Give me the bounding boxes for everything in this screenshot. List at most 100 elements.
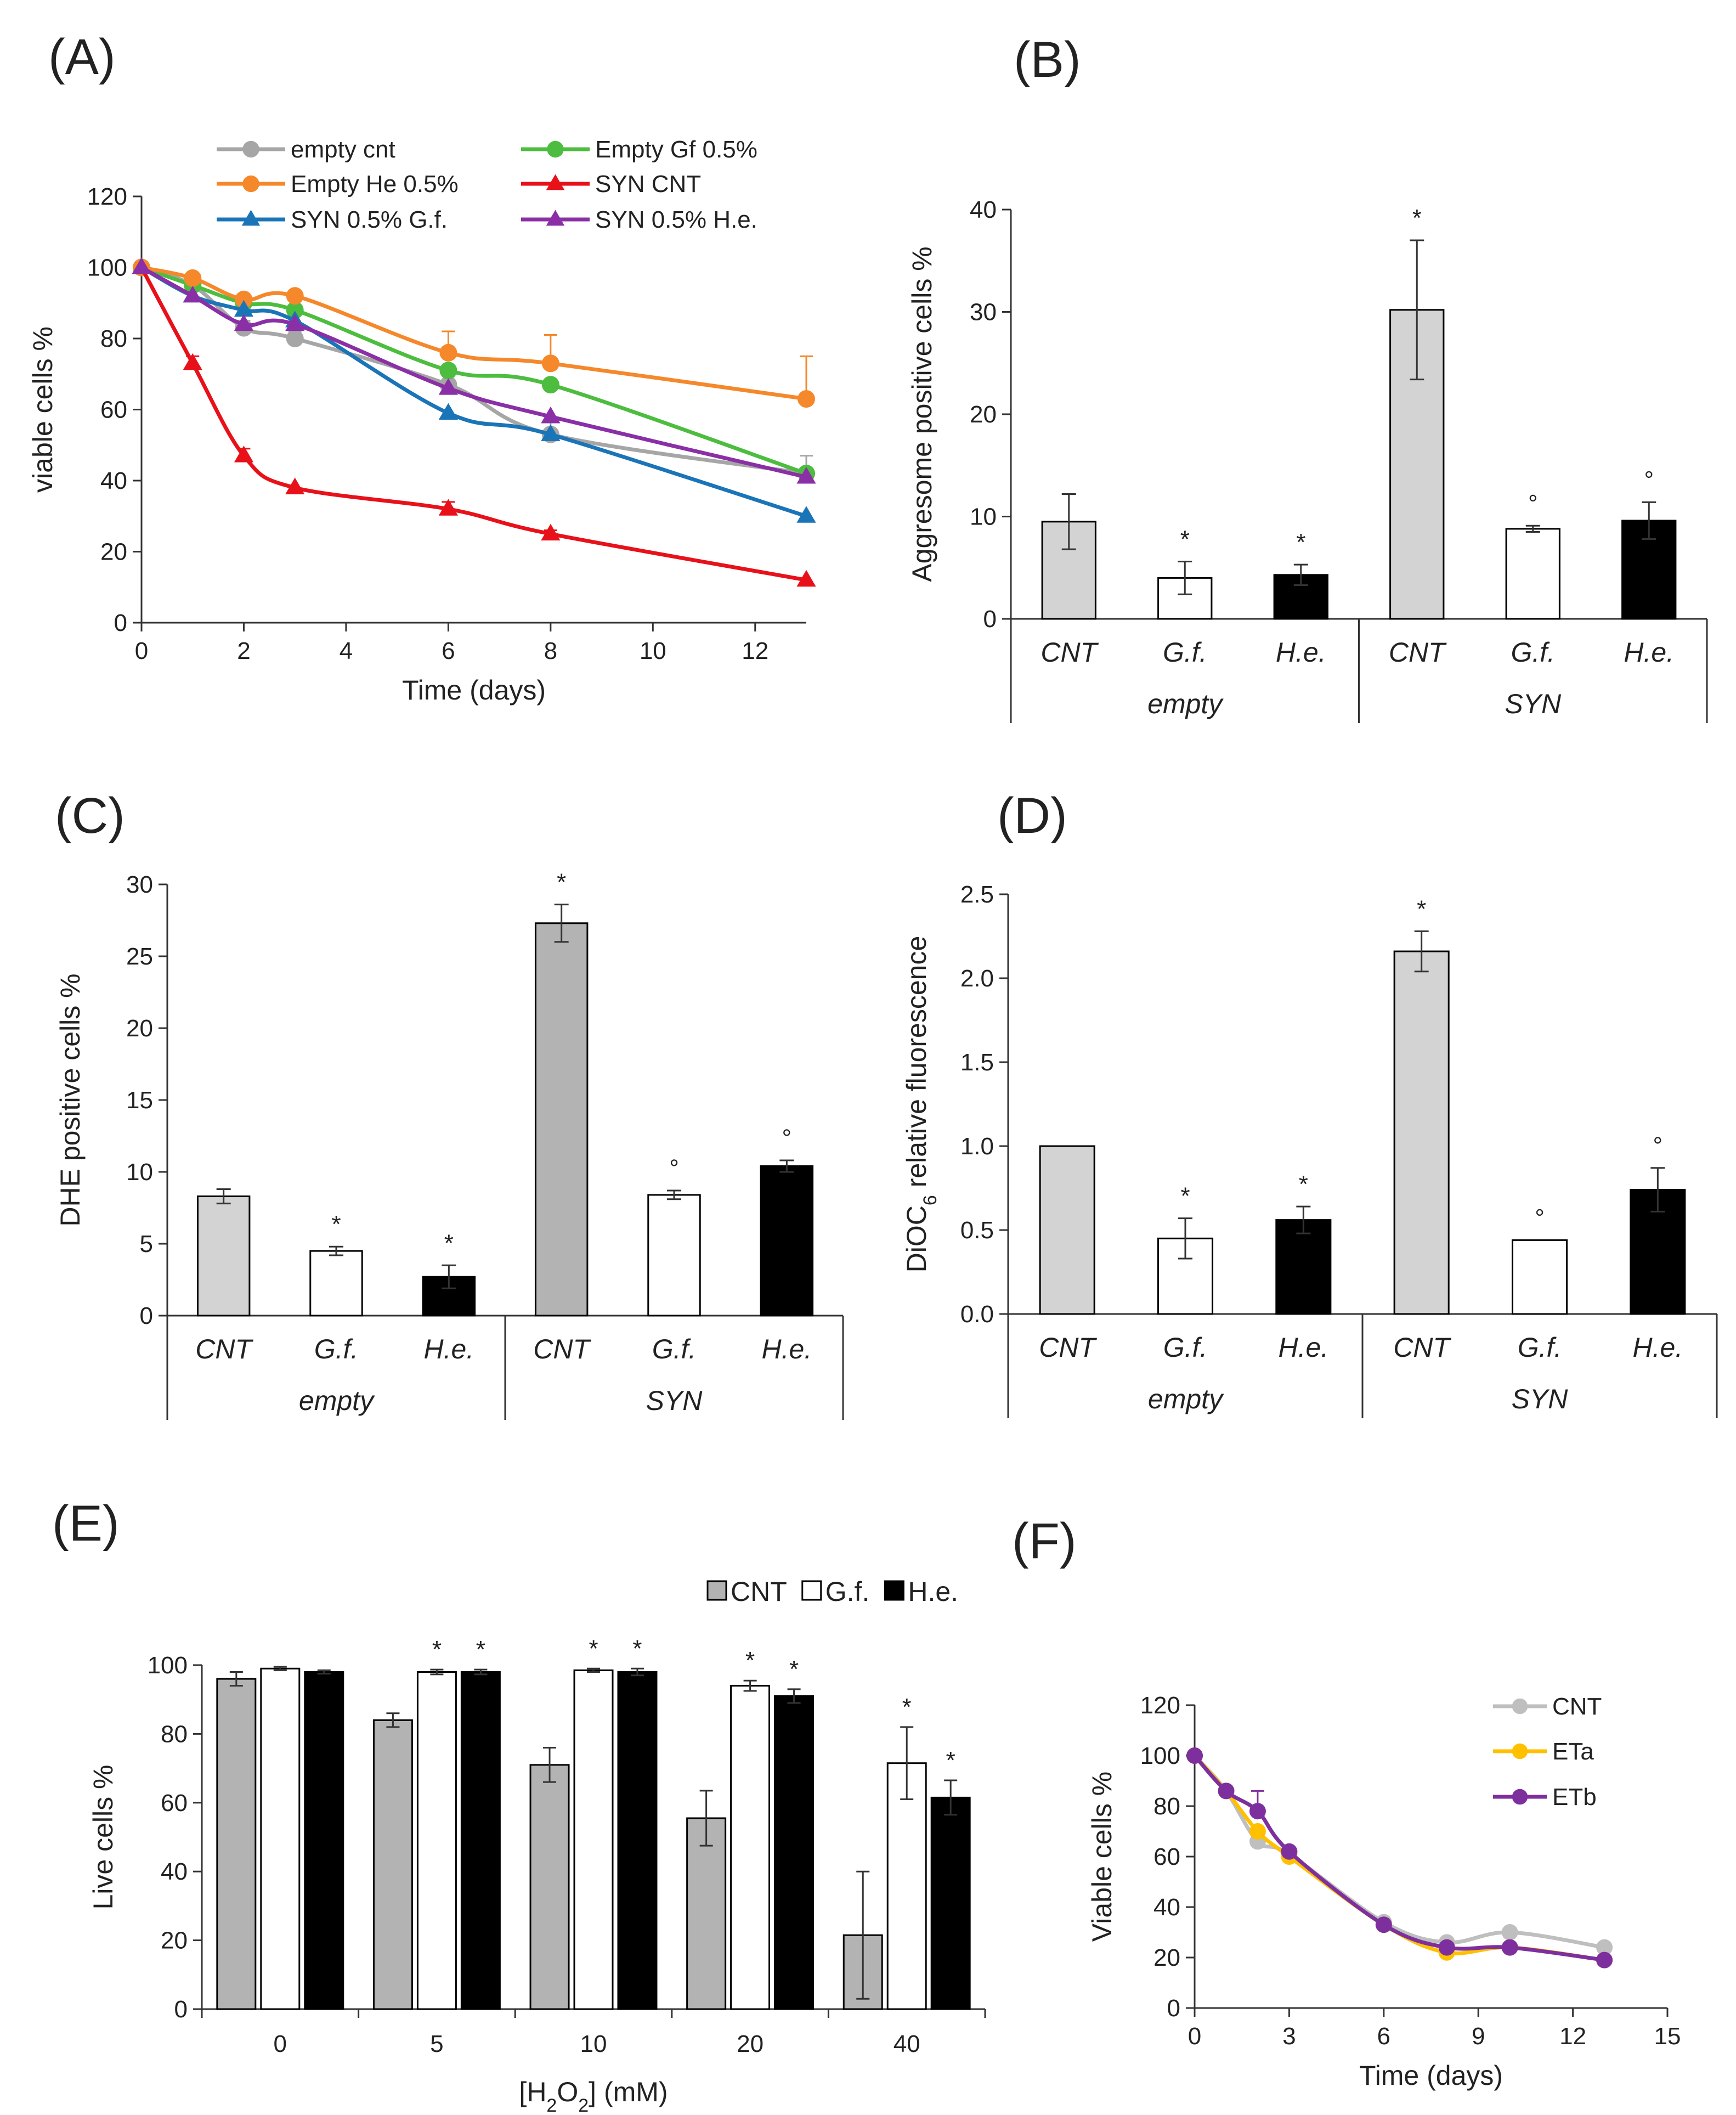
data-point: [798, 390, 815, 408]
error-bar: [273, 1666, 287, 1671]
legend-item: G.f.: [801, 1576, 870, 1607]
x-tick-label: 0: [1188, 2023, 1201, 2050]
bar: [416, 1671, 457, 2010]
y-tick-label: 0: [174, 1996, 188, 2023]
significance-mark: *: [557, 869, 566, 896]
x-tick-label: 9: [1472, 2023, 1485, 2050]
legend-item: CNT: [706, 1576, 787, 1607]
error-bar: [1296, 1205, 1311, 1234]
panel-a: (A) 0 20 40 60 80 100 120 0 2 4 6 8 10 12 Time (days) vi…: [27, 29, 816, 706]
bar: [686, 1817, 727, 2010]
series-etb: [1186, 1747, 1613, 1969]
error-bar: [442, 1264, 456, 1289]
data-point: [183, 353, 202, 370]
y-tick-label: 5: [140, 1231, 153, 1257]
data-point: [1438, 1939, 1455, 1956]
legend-marker: [546, 174, 565, 190]
series-empty-he-0-5-: [133, 258, 815, 408]
data-point: [438, 378, 458, 395]
group-label: SYN: [1505, 689, 1562, 719]
category-label: CNT: [1041, 637, 1099, 668]
legend: CNT ETa ETb: [1493, 1693, 1602, 1811]
bar: [730, 1685, 771, 2010]
bar: [1505, 528, 1560, 620]
legend-label: SYN 0.5% G.f.: [291, 206, 448, 233]
legend-item: SYN 0.5% H.e.: [521, 206, 757, 233]
error-bar: [787, 1688, 801, 1704]
y-tick-label: 0.0: [960, 1301, 994, 1328]
x-tick-label: 10: [580, 2031, 607, 2057]
legend-label: G.f.: [825, 1576, 870, 1607]
error-bar: [1650, 1167, 1665, 1212]
error-bar: [743, 1679, 757, 1692]
category-label: G.f.: [1163, 637, 1207, 668]
data-point: [1218, 1783, 1235, 1800]
legend-label: Empty He 0.5%: [291, 171, 459, 198]
bar: [1275, 1219, 1332, 1315]
data-point: [286, 287, 304, 305]
panel-f: (F) 0 20 40 60 80 100 120 0 3 6 9 12 15 Time (days) Via…: [1012, 1513, 1681, 2091]
x-tick-label: 6: [1377, 2023, 1390, 2050]
legend-label: CNT: [1552, 1693, 1602, 1720]
legend-item: ETb: [1493, 1784, 1597, 1811]
error-bar: [856, 1870, 870, 2000]
y-tick-label: 20: [1153, 1944, 1180, 1971]
error-bar: [779, 1159, 794, 1173]
series-line: [141, 266, 807, 401]
panel-c: (C) 0 5 10 15 20 25 30 CNT * G.f. * H.e. * CNT ° G.f. ° H.…: [55, 788, 844, 1420]
y-tick-label: 20: [126, 1015, 153, 1042]
x-tick-label: 0: [135, 638, 148, 664]
y-tick-label: 40: [161, 1858, 188, 1885]
data-point: [183, 285, 202, 303]
legend-marker: [1512, 1698, 1528, 1714]
error-bar: [386, 1712, 400, 1728]
legend: CNT G.f. H.e.: [706, 1576, 958, 1607]
error-bar: [630, 1667, 644, 1677]
legend-item: empty cnt: [217, 136, 395, 163]
legend: empty cnt Empty Gf 0.5% Empty He 0.5% SYN C…: [217, 136, 757, 233]
y-axis-title: Live cells %: [88, 1765, 118, 1910]
data-point: [438, 499, 458, 516]
significance-mark: *: [1299, 1171, 1308, 1198]
bar: [617, 1671, 658, 2010]
y-tick-label: 30: [970, 299, 997, 326]
data-point: [1501, 1924, 1518, 1941]
y-tick-label: 60: [161, 1790, 188, 1817]
series-empty-gf-0-5-: [133, 258, 815, 483]
y-tick-label: 0: [114, 610, 127, 636]
y-axis-title: Viable cells %: [1087, 1772, 1117, 1942]
x-tick-label: 15: [1654, 2023, 1681, 2050]
y-tick-label: 1.0: [960, 1133, 994, 1160]
panel-label: (E): [52, 1496, 120, 1552]
error-bar: [474, 1668, 488, 1676]
legend-marker: [242, 175, 259, 193]
series-empty-cnt: [133, 258, 815, 483]
significance-mark: *: [589, 1635, 598, 1662]
y-axis-title: DiOC6 relative fluorescence: [901, 936, 941, 1273]
y-tick-label: 2.5: [960, 881, 994, 908]
legend-swatch: [706, 1580, 727, 1601]
significance-mark: *: [331, 1211, 341, 1238]
y-axis-title: viable cells %: [27, 326, 58, 493]
x-tick-label: 0: [274, 2031, 287, 2057]
y-tick-label: 40: [100, 467, 127, 494]
panel-label: (A): [48, 29, 116, 85]
bar: [760, 1165, 814, 1317]
significance-mark: *: [432, 1636, 442, 1663]
y-tick-label: 25: [126, 943, 153, 970]
category-label: H.e.: [1278, 1332, 1328, 1363]
panel-d: (D) 0.0 0.5 1.0 1.5 2.0 2.5 CNT * G.f. * H.e. * CNT ° G…: [901, 788, 1718, 1418]
significance-mark: °: [1653, 1132, 1663, 1159]
legend-item: ETa: [1493, 1738, 1594, 1765]
x-tick-label: 12: [742, 638, 768, 664]
y-tick-label: 2.0: [960, 965, 994, 992]
legend-label: Empty Gf 0.5%: [595, 136, 757, 163]
group-label: empty: [1148, 1384, 1224, 1414]
legend-marker: [242, 140, 259, 158]
error-bar: [216, 1188, 231, 1205]
significance-mark: °: [1535, 1204, 1545, 1231]
y-tick-label: 20: [100, 539, 127, 566]
category-label: H.e.: [1632, 1332, 1683, 1363]
data-point: [1375, 1916, 1392, 1933]
category-label: CNT: [1393, 1332, 1451, 1363]
